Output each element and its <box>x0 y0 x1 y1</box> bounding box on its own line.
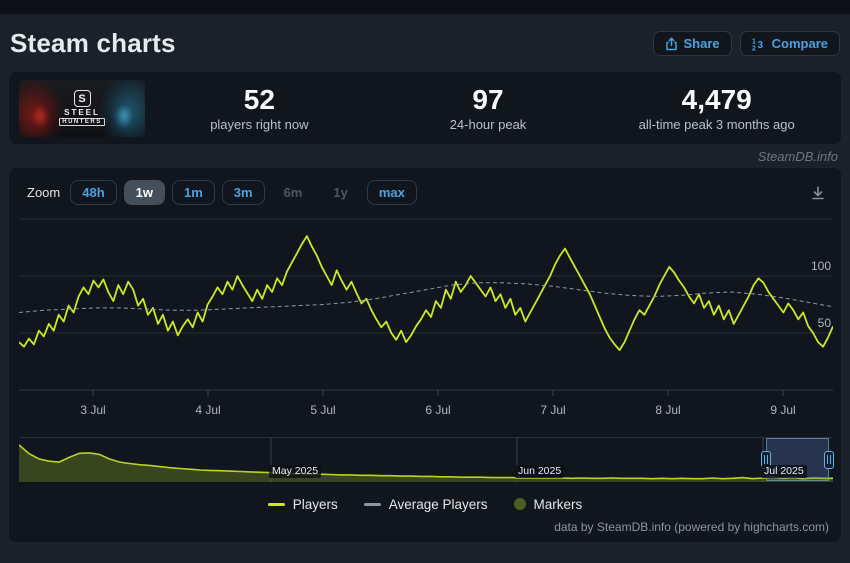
chart-credits: data by SteamDB.info (powered by highcha… <box>554 520 829 534</box>
chart-navigator[interactable]: May 2025 Jun 2025 Jul 2025 <box>19 437 834 482</box>
game-logo-icon: S <box>73 90 91 107</box>
compare-label: Compare <box>771 36 828 51</box>
game-name-top: STEEL <box>64 108 100 117</box>
y-axis-label-100: 100 <box>810 259 831 273</box>
zoom-1y-button: 1y <box>321 180 359 205</box>
legend-markers[interactable]: Markers <box>513 496 583 512</box>
navigator-label-may-2025: May 2025 <box>269 465 322 478</box>
game-name-bottom: HUNTERS <box>59 118 105 126</box>
zoom-3m-button[interactable]: 3m <box>221 180 265 205</box>
header-actions: Share 1 2 3 Compare <box>652 31 840 56</box>
navigator-area-chart <box>19 438 833 482</box>
zoom-buttons: 48h 1w 1m 3m 6m 1y max <box>70 180 417 205</box>
zoom-max-button[interactable]: max <box>366 180 417 205</box>
series-players <box>19 235 833 352</box>
zoom-label: Zoom <box>27 185 61 200</box>
zoom-1w-button[interactable]: 1w <box>123 180 165 205</box>
main-chart[interactable]: 50 100 <box>19 213 833 399</box>
share-icon <box>665 37 677 50</box>
24h-peak-label: 24-hour peak <box>449 117 527 133</box>
navigator-right-handle[interactable] <box>823 450 834 469</box>
players-swatch <box>267 502 285 506</box>
average-players-swatch <box>363 502 381 506</box>
players-line-chart <box>19 218 833 396</box>
alltime-peak-label: all-time peak 3 months ago <box>638 117 795 133</box>
stat-24h-peak: 97 24-hour peak <box>374 84 603 132</box>
players-now-label: players right now <box>210 117 309 133</box>
zoom-1m-button[interactable]: 1m <box>171 180 215 205</box>
share-label: Share <box>683 36 720 51</box>
svg-text:2: 2 <box>752 45 756 51</box>
zoom-48h-button[interactable]: 48h <box>70 180 117 205</box>
svg-text:3: 3 <box>757 40 763 51</box>
red-mech-art <box>27 98 53 133</box>
legend-players-label: Players <box>292 496 338 512</box>
svg-text:1: 1 <box>752 38 756 45</box>
download-icon[interactable] <box>809 184 827 202</box>
compare-icon: 1 2 3 <box>752 38 764 51</box>
legend-average-players-label: Average Players <box>388 496 488 512</box>
players-now-value: 52 <box>243 83 275 115</box>
page-header: Steam charts Share 1 2 3 Compare <box>0 14 850 71</box>
chart-legend: Players Average Players Markers <box>19 494 831 514</box>
stat-alltime-peak: 4,479 all-time peak 3 months ago <box>602 84 831 132</box>
x-axis-labels: 3 Jul 4 Jul 5 Jul 6 Jul 7 Jul 8 Jul 9 Jul <box>19 399 833 421</box>
24h-peak-value: 97 <box>472 83 504 115</box>
steamdb-watermark: SteamDB.info <box>757 149 838 164</box>
markers-swatch <box>513 498 526 510</box>
navigator-label-jun-2025: Jun 2025 <box>515 465 565 478</box>
legend-markers-label: Markers <box>533 496 583 512</box>
game-capsule-image[interactable]: S STEEL HUNTERS <box>19 79 145 137</box>
legend-average-players[interactable]: Average Players <box>363 496 488 512</box>
x-axis-label-8-jul: 8 Jul <box>655 403 681 417</box>
chart-toolbar: Zoom 48h 1w 1m 3m 6m 1y max <box>19 180 831 205</box>
x-axis-label-3-jul: 3 Jul <box>80 403 106 417</box>
stats-panel: S STEEL HUNTERS 52 players right now 97 … <box>8 71 842 145</box>
series-average-players <box>19 282 833 313</box>
share-button[interactable]: Share <box>652 31 732 56</box>
x-axis-label-9-jul: 9 Jul <box>770 403 796 417</box>
stat-players-now: 52 players right now <box>145 84 374 132</box>
x-axis-label-4-jul: 4 Jul <box>195 403 221 417</box>
zoom-6m-button: 6m <box>272 180 315 205</box>
navigator-label-jul-2025: Jul 2025 <box>760 465 807 478</box>
blue-mech-art <box>111 98 137 133</box>
x-axis-label-6-jul: 6 Jul <box>425 403 451 417</box>
page-title: Steam charts <box>10 28 176 58</box>
legend-players[interactable]: Players <box>267 496 338 512</box>
compare-button[interactable]: 1 2 3 Compare <box>739 31 840 56</box>
x-axis-label-7-jul: 7 Jul <box>540 403 566 417</box>
alltime-peak-value: 4,479 <box>681 83 752 115</box>
chart-panel: Zoom 48h 1w 1m 3m 6m 1y max 50 100 3 Jul 4… <box>8 167 842 543</box>
y-axis-label-50: 50 <box>817 316 831 330</box>
top-strip <box>0 0 850 14</box>
x-axis-label-5-jul: 5 Jul <box>310 403 336 417</box>
